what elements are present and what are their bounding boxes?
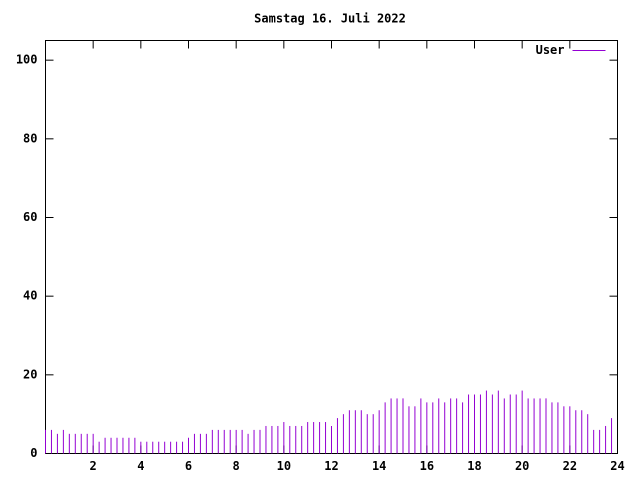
x-tick-label: 24 bbox=[610, 459, 624, 473]
x-tick-label: 6 bbox=[185, 459, 192, 473]
legend-label: User bbox=[536, 43, 565, 57]
x-tick-label: 18 bbox=[467, 459, 481, 473]
x-tick-label: 8 bbox=[233, 459, 240, 473]
x-tick-label: 22 bbox=[563, 459, 577, 473]
plot-border bbox=[45, 40, 618, 454]
x-tick-label: 20 bbox=[515, 459, 529, 473]
y-tick-label: 40 bbox=[23, 289, 37, 303]
y-tick-label: 100 bbox=[16, 53, 38, 67]
chart-title: Samstag 16. Juli 2022 bbox=[254, 12, 406, 26]
x-tick-label: 12 bbox=[324, 459, 338, 473]
x-tick-label: 10 bbox=[277, 459, 291, 473]
x-tick-label: 2 bbox=[90, 459, 97, 473]
y-tick-label: 0 bbox=[30, 446, 37, 460]
y-tick-label: 80 bbox=[23, 131, 37, 145]
x-tick-label: 14 bbox=[372, 459, 386, 473]
y-tick-label: 20 bbox=[23, 367, 37, 381]
x-tick-label: 4 bbox=[137, 459, 144, 473]
x-tick-label: 16 bbox=[420, 459, 434, 473]
y-tick-label: 60 bbox=[23, 210, 37, 224]
